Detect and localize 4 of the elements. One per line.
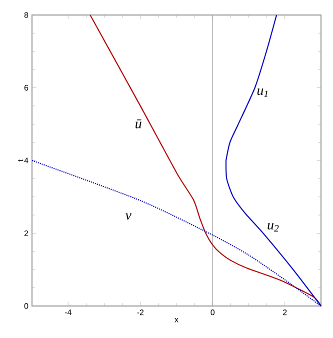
series-label: u$_{1}$ (257, 88, 268, 98)
series-label: v (125, 213, 132, 220)
series-label: u$_{2}$ (268, 222, 279, 232)
series-label: ū (136, 120, 142, 128)
